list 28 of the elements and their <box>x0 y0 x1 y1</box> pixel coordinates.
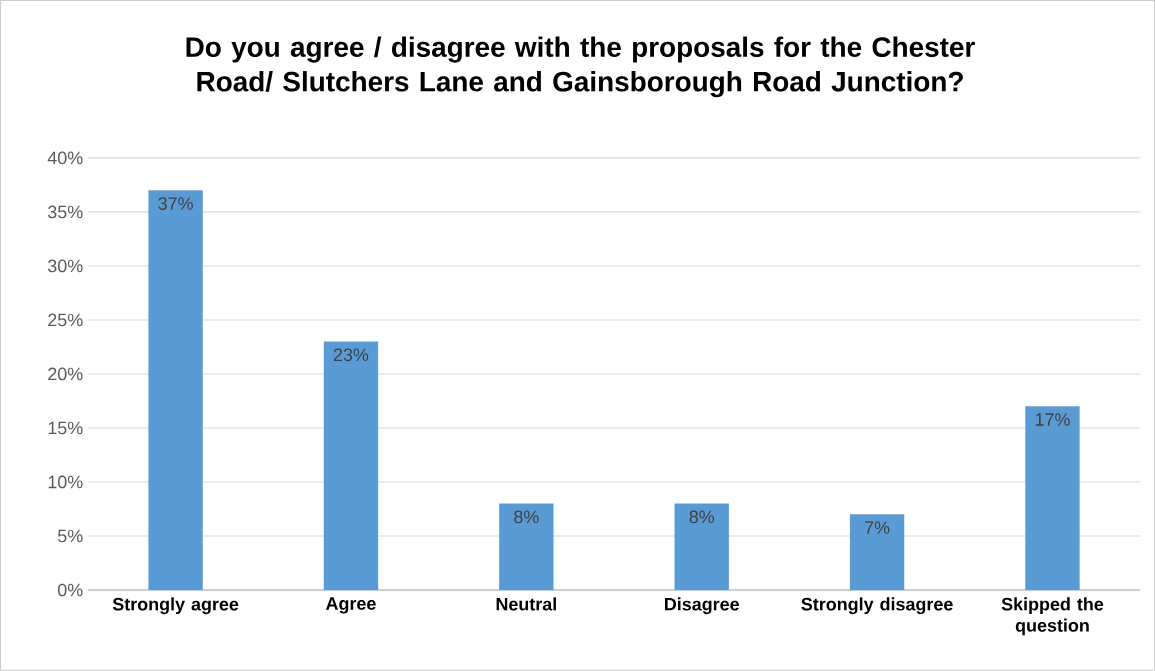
x-tick-label: Neutral <box>496 597 556 611</box>
bar <box>499 503 554 591</box>
y-tick-label: 40% <box>47 151 83 165</box>
data-label: 37% <box>158 197 193 210</box>
y-tick-label: 5% <box>57 529 83 543</box>
x-tick-label: Strongly disagree <box>801 597 953 615</box>
y-tick-label: 15% <box>48 421 83 435</box>
y-tick-label: 25% <box>48 313 83 327</box>
bar <box>148 190 203 591</box>
x-tick-label: Strongly agree <box>112 597 239 615</box>
x-tick-label: Agree <box>325 597 376 614</box>
y-tick-label: 0% <box>57 583 83 597</box>
x-tick-label: Skipped the question <box>1001 597 1104 636</box>
bar <box>674 503 729 591</box>
chart-title: Do you agree / disagree with the proposals for the Chester Road/ Slutchers Lane and Gainsborough Road Junction? <box>186 36 975 98</box>
bar <box>849 514 905 591</box>
data-label: 17% <box>1035 413 1070 426</box>
bar <box>323 341 379 591</box>
data-label: 23% <box>333 348 369 362</box>
x-tick-label: Disagree <box>665 597 739 615</box>
y-tick-label: 30% <box>47 259 83 273</box>
y-tick-label: 20% <box>48 367 83 381</box>
y-tick-label: 10% <box>48 475 83 489</box>
data-label: 7% <box>865 521 890 534</box>
data-label: 8% <box>689 510 715 524</box>
bar <box>1025 406 1080 591</box>
data-label: 8% <box>514 510 539 524</box>
y-tick-label: 35% <box>47 205 83 219</box>
